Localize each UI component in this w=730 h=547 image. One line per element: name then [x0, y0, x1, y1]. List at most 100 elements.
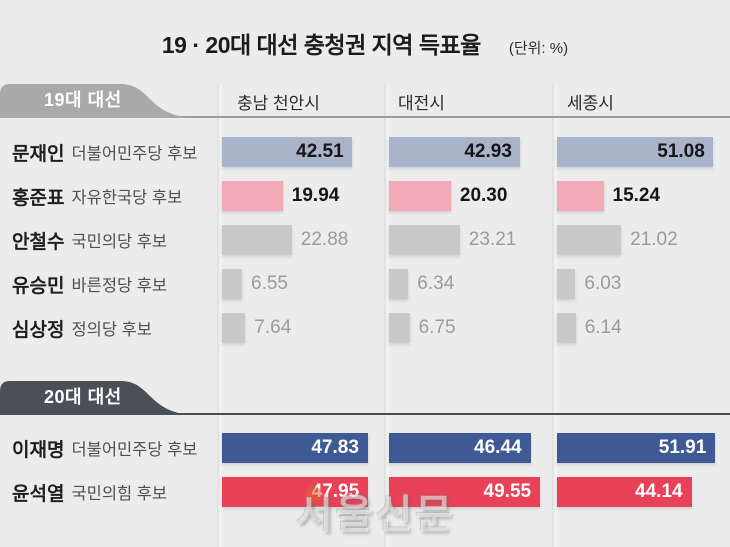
candidate-label-hongjunpyo: 홍준표 자유한국당 후보 [12, 181, 220, 211]
candidate-party: 더불어민주당 후보 [71, 145, 198, 163]
bar-value: 42.51 [296, 141, 344, 162]
bar-yoonsukyeol-sejong: 44.14 [557, 477, 692, 507]
candidate-label-simsangjung: 심상정 정의당 후보 [12, 313, 220, 343]
title-row: 19 · 20대 대선 충청권 지역 득표율 (단위: %) [0, 26, 730, 60]
bar-simsangjung-sejong [557, 313, 576, 343]
bar-ahncheolsoo-daejeon [389, 225, 460, 255]
candidate-party: 국민의당 후보 [71, 233, 168, 251]
column-guide-line [552, 84, 558, 547]
bar-value: 21.02 [630, 229, 678, 250]
bar-yooseungmin-sejong [557, 269, 576, 299]
candidate-name: 안철수 [12, 231, 65, 253]
bar-value: 44.14 [635, 481, 683, 502]
bar-value: 7.64 [254, 317, 292, 338]
bar-value: 6.34 [417, 273, 455, 294]
bar-value: 51.08 [657, 141, 705, 162]
tab-20th-label: 20대 대선 [44, 387, 122, 407]
watermark: 서울신문 [296, 493, 456, 537]
bar-simsangjung-cheonan [222, 313, 246, 343]
section-19-baseline [0, 116, 730, 118]
candidate-name: 홍준표 [12, 187, 65, 209]
bar-simsangjung-daejeon [389, 313, 410, 343]
bar-leejaemyung-daejeon: 46.44 [389, 433, 531, 463]
bar-cell: 47.95 [222, 477, 369, 507]
bar-cell: 7.64 [222, 313, 291, 343]
bar-cell: 15.24 [557, 181, 660, 211]
candidate-name: 심상정 [12, 319, 65, 341]
bar-cell: 20.30 [389, 181, 507, 211]
bar-cell: 21.02 [557, 225, 678, 255]
candidate-name: 유승민 [12, 275, 65, 297]
bar-yooseungmin-daejeon [389, 269, 409, 299]
bar-value: 20.30 [459, 185, 508, 206]
candidate-label-leejaemyung: 이재명 더불어민주당 후보 [12, 433, 220, 463]
bar-yoonsukyeol-daejeon: 49.55 [389, 477, 541, 507]
bar-value: 6.14 [584, 317, 622, 338]
column-header-cheonan: 충남 천안시 [237, 94, 320, 113]
bar-cell: 6.75 [389, 313, 456, 343]
candidate-name: 문재인 [12, 143, 65, 165]
bar-cell: 19.94 [222, 181, 339, 211]
bar-value: 6.55 [251, 273, 288, 294]
bar-cell: 42.51 [222, 137, 352, 167]
column-guide-line [217, 84, 223, 547]
bar-cell: 47.83 [222, 433, 368, 463]
bar-hongjunpyo-daejeon [389, 181, 451, 211]
bar-moonjaein-cheonan: 42.51 [222, 137, 352, 167]
bar-value: 22.88 [300, 229, 349, 250]
tab-ribbon-shape [0, 381, 198, 415]
bar-cell: 51.91 [557, 433, 716, 463]
column-header-daejeon: 대전시 [398, 94, 445, 113]
bar-value: 23.21 [468, 229, 517, 250]
candidate-name: 이재명 [12, 439, 65, 461]
bar-cell: 44.14 [557, 477, 692, 507]
page-title: 19 · 20대 대선 충청권 지역 득표율 [161, 32, 481, 58]
candidate-label-yooseungmin: 유승민 바른정당 후보 [12, 269, 220, 299]
bar-cell: 6.34 [389, 269, 454, 299]
candidate-party: 정의당 후보 [71, 321, 152, 339]
unit-label: (단위: %) [508, 40, 569, 57]
bar-value: 6.75 [418, 317, 456, 338]
bar-cell: 42.93 [389, 137, 520, 167]
bar-yooseungmin-cheonan [222, 269, 242, 299]
bar-cell: 49.55 [389, 477, 541, 507]
bar-leejaemyung-cheonan: 47.83 [222, 433, 368, 463]
bar-value: 49.55 [483, 481, 532, 502]
tab-19th-election: 19대 대선 [0, 84, 212, 118]
bar-cell: 6.03 [557, 269, 621, 299]
candidate-party: 바른정당 후보 [71, 277, 168, 295]
column-guide-line [384, 84, 390, 547]
candidate-party: 자유한국당 후보 [71, 189, 183, 207]
tab-ribbon-shape [0, 84, 198, 118]
bar-hongjunpyo-sejong [557, 181, 604, 211]
bar-cell: 22.88 [222, 225, 348, 255]
candidate-label-ahncheolsoo: 안철수 국민의당 후보 [12, 225, 220, 255]
bar-cell: 6.55 [222, 269, 288, 299]
column-header-sejong: 세종시 [567, 94, 614, 113]
tab-19th-label: 19대 대선 [44, 90, 122, 110]
bar-value: 6.03 [584, 273, 622, 294]
bar-hongjunpyo-cheonan [222, 181, 283, 211]
bar-value: 19.94 [291, 185, 340, 206]
bar-ahncheolsoo-sejong [557, 225, 622, 255]
bar-value: 47.95 [311, 481, 360, 502]
bar-value: 51.91 [658, 437, 707, 458]
bar-moonjaein-sejong: 51.08 [557, 137, 713, 167]
candidate-party: 더불어민주당 후보 [71, 441, 198, 459]
bar-value: 46.44 [474, 437, 522, 458]
bar-value: 47.83 [311, 437, 359, 458]
bar-cell: 23.21 [389, 225, 516, 255]
bar-cell: 46.44 [389, 433, 531, 463]
bar-cell: 51.08 [557, 137, 713, 167]
bar-cell: 6.14 [557, 313, 622, 343]
section-20-baseline [0, 413, 730, 415]
bar-leejaemyung-sejong: 51.91 [557, 433, 716, 463]
tab-20th-election: 20대 대선 [0, 381, 212, 415]
candidate-party: 국민의힘 후보 [71, 485, 168, 503]
bar-value: 42.93 [464, 141, 512, 162]
candidate-label-moonjaein: 문재인 더불어민주당 후보 [12, 137, 220, 167]
candidate-name: 윤석열 [12, 483, 65, 505]
bar-moonjaein-daejeon: 42.93 [389, 137, 520, 167]
bar-yoonsukyeol-cheonan: 47.95 [222, 477, 369, 507]
